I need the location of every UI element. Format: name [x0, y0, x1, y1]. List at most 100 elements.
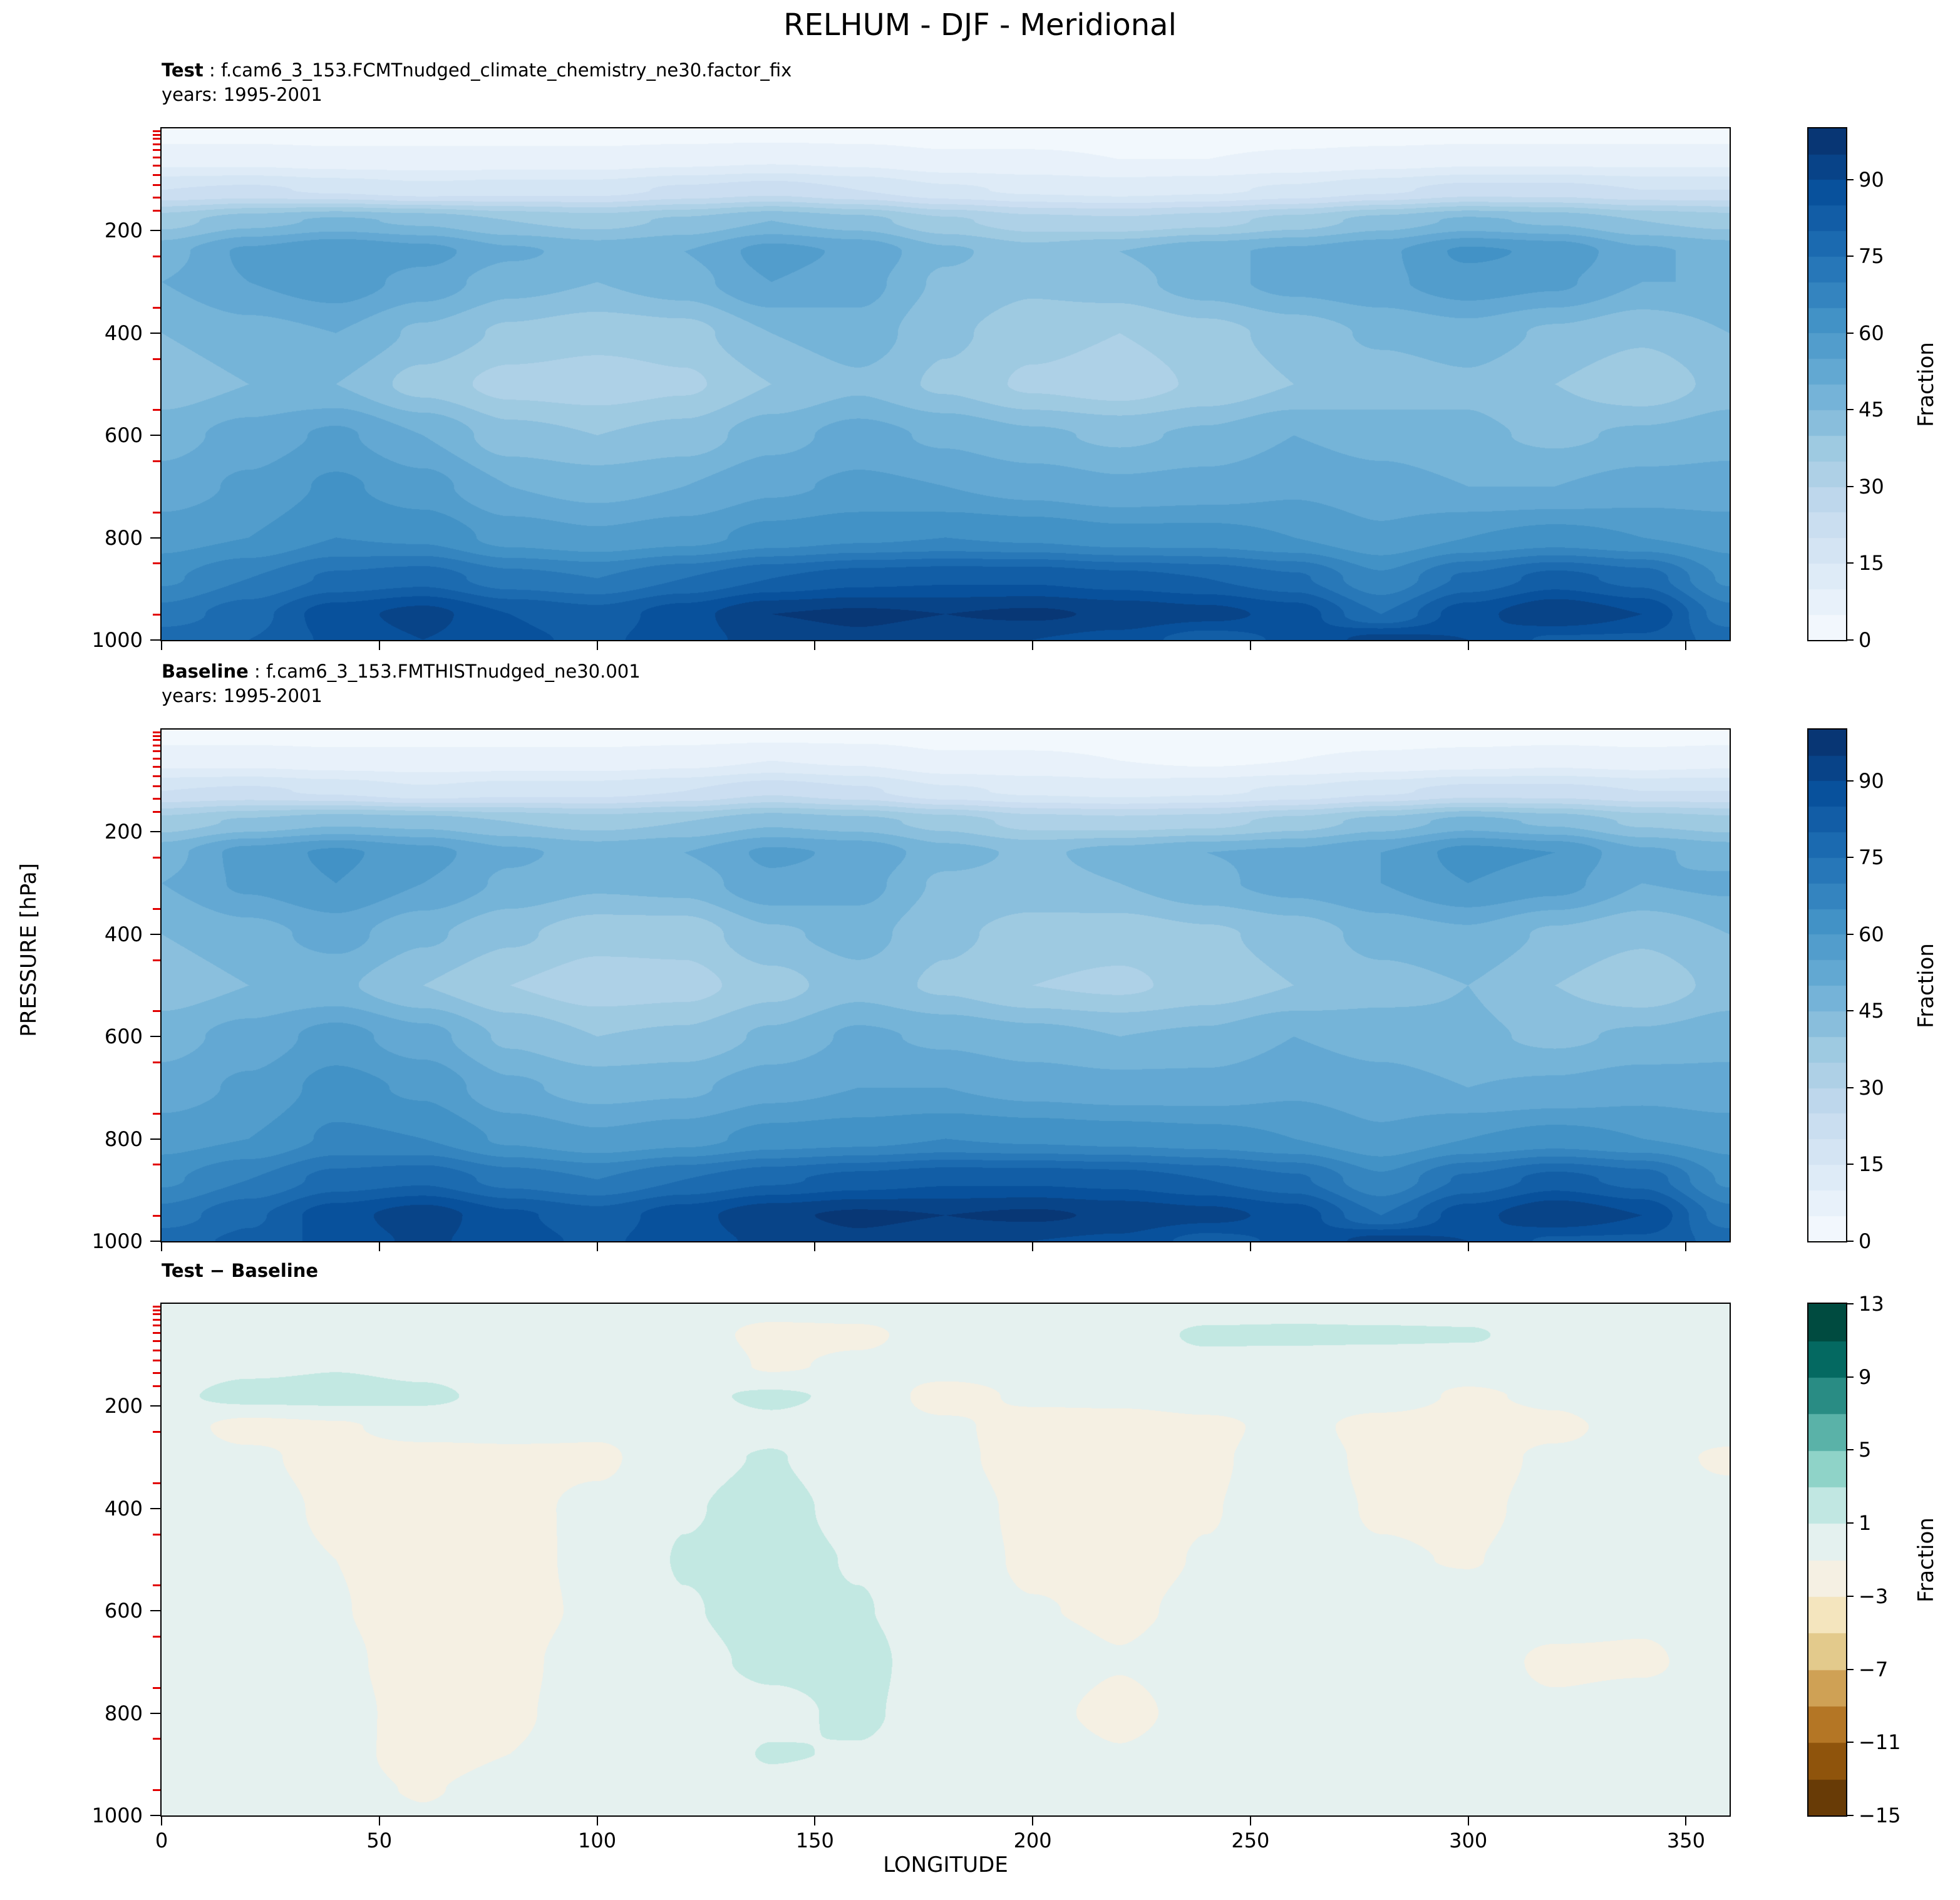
model-level-tick — [153, 757, 160, 760]
x-tick-label: 250 — [1231, 1829, 1270, 1852]
x-tick-mark — [161, 1817, 162, 1825]
panel-baseline-years: years: 1995-2001 — [162, 685, 322, 706]
model-level-tick — [153, 183, 160, 186]
y-tick-label: 200 — [104, 219, 143, 243]
model-level-tick — [153, 907, 160, 910]
model-level-tick — [153, 1686, 160, 1689]
model-level-tick — [153, 1306, 160, 1308]
y-tick-label: 800 — [104, 1701, 143, 1725]
y-tick-mark — [150, 230, 160, 232]
model-level-tick — [153, 358, 160, 360]
x-tick-label: 150 — [795, 1829, 834, 1852]
model-level-tick — [153, 133, 160, 136]
colorbar-tick-label: 90 — [1859, 768, 1884, 793]
model-level-tick — [153, 1584, 160, 1587]
model-level-tick — [153, 857, 160, 859]
colorbar-tick-label: 13 — [1859, 1292, 1884, 1316]
model-level-tick — [153, 1349, 160, 1351]
x-tick-mark — [1467, 1817, 1469, 1825]
panel-baseline-name: Baseline — [162, 661, 249, 682]
panel-diff-name: Test − Baseline — [162, 1260, 319, 1281]
model-level-tick — [153, 1636, 160, 1638]
model-level-tick — [153, 256, 160, 258]
y-tick-mark — [150, 1712, 160, 1714]
y-tick-mark — [150, 1405, 160, 1407]
x-tick-mark — [596, 641, 598, 650]
model-level-tick — [153, 156, 160, 158]
y-tick-mark — [150, 831, 160, 833]
model-level-tick — [153, 197, 160, 199]
colorbar-tick-mark — [1847, 780, 1854, 782]
x-tick-mark — [378, 1817, 380, 1825]
y-axis-label: PRESSURE [hPa] — [16, 863, 41, 1037]
colorbar-tick-label: 90 — [1859, 167, 1884, 192]
x-tick-mark — [1249, 1242, 1251, 1251]
model-level-tick — [153, 1738, 160, 1740]
y-tick-mark — [150, 1507, 160, 1509]
model-level-tick — [153, 460, 160, 463]
x-tick-mark — [1467, 641, 1469, 650]
model-level-tick — [153, 1061, 160, 1064]
colorbar-tick-label: −11 — [1859, 1730, 1901, 1755]
x-tick-label: 200 — [1013, 1829, 1052, 1852]
y-tick-mark — [150, 1815, 160, 1816]
colorbar-tick-label: −7 — [1859, 1657, 1889, 1681]
model-level-tick — [153, 306, 160, 309]
colorbar-tick-label: 45 — [1859, 999, 1884, 1023]
model-level-tick — [153, 562, 160, 565]
x-tick-mark — [1032, 641, 1034, 650]
diff-contour-plot — [162, 1304, 1730, 1815]
model-level-tick — [153, 143, 160, 145]
x-tick-mark — [161, 1242, 162, 1251]
model-level-tick — [153, 1215, 160, 1217]
y-tick-label: 600 — [104, 1599, 143, 1623]
model-level-tick — [153, 1359, 160, 1361]
x-tick-mark — [1032, 1817, 1034, 1825]
colorbar-tick-mark — [1847, 857, 1854, 859]
model-level-tick — [153, 1340, 160, 1342]
model-level-tick — [153, 798, 160, 800]
y-tick-mark — [150, 1241, 160, 1242]
x-tick-mark — [814, 641, 816, 650]
y-tick-label: 200 — [104, 1394, 143, 1418]
figure-title: RELHUM - DJF - Meridional — [783, 8, 1177, 43]
model-level-tick — [153, 1385, 160, 1387]
y-tick-mark — [150, 537, 160, 539]
model-level-tick — [153, 130, 160, 133]
x-tick-mark — [378, 641, 380, 650]
colorbar-tick-label: 30 — [1859, 1075, 1884, 1100]
model-level-tick — [153, 1313, 160, 1316]
y-tick-label: 800 — [104, 525, 143, 550]
colorbar-tick-label: 60 — [1859, 922, 1884, 946]
x-tick-mark — [161, 641, 162, 650]
x-tick-mark — [814, 1817, 816, 1825]
colorbar-tick-label: 30 — [1859, 474, 1884, 498]
model-level-tick — [153, 1112, 160, 1115]
y-tick-mark — [150, 1138, 160, 1140]
colorbar-tick-label: −15 — [1859, 1804, 1901, 1827]
y-tick-label: 1000 — [91, 1804, 143, 1827]
colorbar-tick-mark — [1847, 256, 1854, 257]
x-tick-mark — [1249, 1817, 1251, 1825]
x-tick-mark — [596, 1817, 598, 1825]
colorbar-tick-mark — [1847, 1241, 1854, 1242]
panel-diff-header: Test − Baseline — [162, 1260, 318, 1281]
colorbar-tick-label: 9 — [1859, 1365, 1872, 1389]
model-level-tick — [153, 1318, 160, 1321]
colorbar-tick-mark — [1847, 933, 1854, 935]
y-tick-label: 600 — [104, 423, 143, 448]
test-contour-plot — [162, 128, 1730, 640]
x-tick-mark — [1032, 1242, 1034, 1251]
colorbar-tick-mark — [1847, 1087, 1854, 1088]
colorbar-tick-label: 0 — [1859, 628, 1872, 652]
colorbar-tick-mark — [1847, 178, 1854, 180]
model-level-tick — [153, 735, 160, 737]
y-tick-label: 400 — [104, 1496, 143, 1521]
panel-test-years: years: 1995-2001 — [162, 84, 322, 105]
colorbar-tick-mark — [1847, 639, 1854, 641]
x-tick-label: 100 — [578, 1829, 617, 1852]
model-level-tick — [153, 765, 160, 768]
colorbar-axis-label: Fraction — [1914, 341, 1939, 427]
colorbar-tick-label: −3 — [1859, 1584, 1889, 1608]
